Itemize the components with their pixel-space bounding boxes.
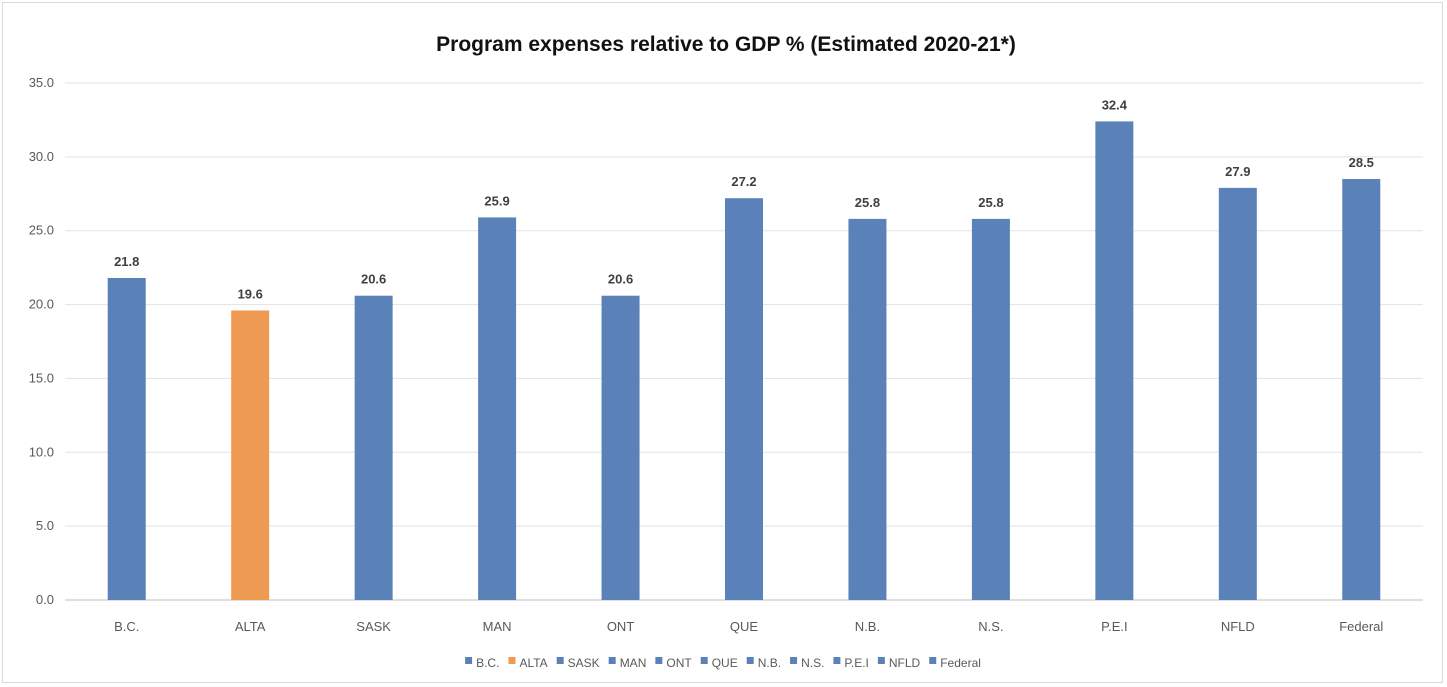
y-tick-label: 10.0 [29, 444, 54, 459]
legend-label: QUE [712, 656, 738, 670]
data-label: 19.6 [238, 286, 263, 301]
bar-man [478, 217, 517, 601]
legend-item: SASK [556, 656, 600, 670]
y-tick-label: 5.0 [36, 518, 54, 533]
legend-swatch [790, 657, 798, 664]
legend-label: N.B. [758, 656, 781, 670]
data-label: 25.8 [978, 195, 1003, 210]
y-tick-label: 0.0 [36, 592, 54, 607]
bar-sask [354, 295, 393, 600]
legend-item: Federal [929, 656, 981, 670]
x-category-label: N.B. [855, 619, 880, 634]
legend-item: ALTA [508, 656, 548, 670]
legend-label: N.S. [801, 656, 824, 670]
y-tick-label: 35.0 [29, 75, 54, 90]
bar-alta [231, 310, 270, 600]
legend-swatch [877, 657, 885, 664]
y-tick-label: 30.0 [29, 149, 54, 164]
bar-p-e-i [1095, 121, 1134, 601]
bars [107, 121, 1381, 601]
bar-ont [601, 295, 640, 600]
legend-swatch [508, 657, 516, 664]
legend-item: N.B. [746, 656, 781, 670]
data-label: 25.9 [484, 193, 509, 208]
x-category-label: SASK [356, 619, 391, 634]
legend-label: Federal [940, 656, 981, 670]
chart-title: Program expenses relative to GDP % (Esti… [436, 33, 1016, 56]
legend-item: N.S. [790, 656, 824, 670]
data-label: 20.6 [608, 272, 633, 287]
legend-swatch [608, 657, 616, 664]
legend-label: ALTA [519, 656, 547, 670]
legend-label: P.E.I [844, 656, 868, 670]
x-category-label: P.E.I [1101, 619, 1128, 634]
data-labels: 21.8 19.6 20.6 25.9 20.6 27.2 25.8 25.8 32.4 27.9… [114, 97, 1374, 301]
bar-chart: Program expenses relative to GDP % (Esti… [29, 33, 1423, 670]
legend-swatch [746, 657, 754, 664]
x-category-label: NFLD [1221, 619, 1255, 634]
x-category-label: ONT [607, 619, 635, 634]
legend-swatch [929, 657, 937, 664]
legend-label: NFLD [889, 656, 921, 670]
y-tick-label: 20.0 [29, 297, 54, 312]
data-label: 28.5 [1349, 155, 1374, 170]
legend-item: ONT [655, 656, 692, 670]
legend-label: SASK [568, 656, 600, 670]
legend-label: ONT [666, 656, 692, 670]
y-axis-ticks: 0.0 5.0 10.0 15.0 20.0 25.0 30.0 35.0 [29, 75, 54, 607]
data-label: 27.2 [731, 174, 756, 189]
x-axis-categories: B.C. ALTA SASK MAN ONT QUE N.B. N.S. P.E.I NFLD Fe… [114, 619, 1383, 634]
legend-swatch [465, 657, 473, 664]
bar-nfld [1218, 187, 1257, 600]
x-category-label: B.C. [114, 619, 139, 634]
legend: B.C. ALTA SASK MAN ONT QUE N.B. N.S. P.E.I NFLD Fe… [465, 656, 981, 670]
x-category-label: N.S. [978, 619, 1003, 634]
legend-label: MAN [620, 656, 647, 670]
data-label: 27.9 [1225, 164, 1250, 179]
bar-b-c [107, 277, 146, 600]
bar-federal [1342, 179, 1381, 600]
bar-n-b [848, 218, 887, 600]
data-label: 25.8 [855, 195, 880, 210]
legend-swatch [556, 657, 564, 664]
x-category-label: MAN [483, 619, 512, 634]
x-category-label: Federal [1339, 619, 1383, 634]
x-category-label: QUE [730, 619, 759, 634]
legend-item: NFLD [877, 656, 921, 670]
y-tick-label: 25.0 [29, 223, 54, 238]
legend-item: QUE [700, 656, 738, 670]
data-label: 21.8 [114, 254, 139, 269]
data-label: 20.6 [361, 272, 386, 287]
legend-item: B.C. [465, 656, 499, 670]
legend-swatch [700, 657, 708, 664]
legend-swatch [655, 657, 663, 664]
bar-que [725, 198, 763, 600]
legend-item: P.E.I [833, 656, 869, 670]
legend-swatch [833, 657, 841, 664]
legend-item: MAN [608, 656, 647, 670]
data-label: 32.4 [1102, 97, 1128, 112]
bar-n-s [971, 218, 1010, 600]
legend-label: B.C. [476, 656, 499, 670]
y-tick-label: 15.0 [29, 370, 54, 385]
x-category-label: ALTA [235, 619, 266, 634]
